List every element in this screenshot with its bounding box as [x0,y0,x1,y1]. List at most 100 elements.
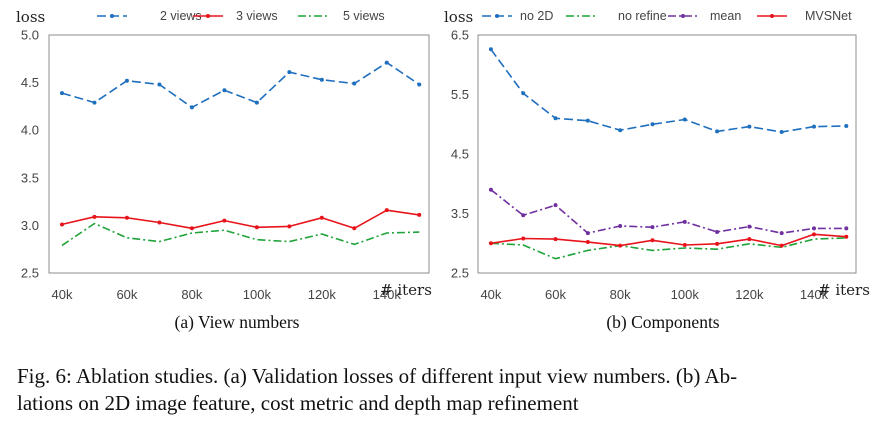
series-mean-point [682,219,687,224]
legend-label: 5 views [343,9,385,23]
series-3-views-point [59,222,64,227]
y-tick-label: 2.5 [21,266,39,281]
series-2-views-point [124,78,129,83]
series-mean-point [618,223,623,228]
series-2-views-point [92,100,97,105]
series-3-views-point [157,220,162,225]
series-mvsnet-point [682,243,687,248]
series-mean-point [585,231,590,236]
series-3-views-line [61,209,420,230]
legend-label: 2 views [160,9,202,23]
series-3-views-point [222,218,227,223]
series-2-views-point [417,82,422,87]
y-tick-label: 2.5 [451,266,469,281]
series-no-2d-point [812,124,816,129]
x-tick-label: 120k [308,287,337,302]
series-mvsnet-point [747,237,752,242]
series-mean-point [779,231,784,236]
x-tick-label: 80k [181,287,202,302]
y-tick-label: 3.5 [21,170,39,185]
legend-label: MVSNet [805,9,852,23]
series-no-2d-point [650,122,655,127]
series-no-2d-point [747,124,752,129]
series-mvsnet-point [618,243,623,248]
caption-line-2: lations on 2D image feature, cost metric… [17,391,579,415]
series-no-refine-line [490,237,847,260]
series-3-views-point [287,224,292,229]
legend-marker [206,14,210,18]
y-tick-label: 3.0 [21,218,39,233]
legend-label: no 2D [520,9,553,23]
y-axis-label: loss [16,8,45,26]
series-3-views-point [189,226,194,231]
y-tick-label: 3.5 [451,206,469,221]
series-no-2d-point [715,129,720,134]
series-mvsnet-point [812,232,816,237]
series-mvsnet-point [650,238,655,243]
y-tick-label: 6.5 [451,28,469,43]
series-mvsnet-point [553,237,558,242]
series-2-views-point [59,91,64,96]
y-tick-label: 4.5 [451,147,469,162]
x-tick-label: 140k [373,287,402,302]
x-tick-label: 60k [545,287,566,302]
series-3-views-point [254,225,259,230]
x-tick-label: 140k [800,287,829,302]
series-no-2d-point [779,129,784,134]
legend-marker [770,14,774,18]
series-mvsnet-point [488,241,493,246]
series-3-views-point [352,226,357,231]
plot-area-border [477,34,857,274]
series-mvsnet-point [585,240,590,245]
series-mvsnet-point [779,243,784,248]
x-tick-label: 40k [52,287,73,302]
series-3-views-point [92,214,97,219]
y-axis-label: loss [444,8,473,26]
y-tick-label: 4.0 [21,123,39,138]
figure-caption: Fig. 6: Ablation studies. (a) Validation… [17,363,879,417]
series-2-views-point [157,82,162,87]
series-mean-point [715,229,720,234]
series-3-views-point [124,215,129,220]
chart-view-numbers: 2.5 3.0 3.5 4.0 4.5 5.0 40k 60k 80k 100k 120k 140k l… [16,8,432,332]
plot-area-border [48,34,430,274]
y-tick-label: 5.5 [451,87,469,102]
series-2-views-point [319,77,324,82]
legend-marker [495,14,499,18]
series-mean-point [650,225,655,230]
series-mean-point [553,203,558,208]
series-2-views-point [352,81,357,86]
series-2-views-point [384,60,389,65]
series-mean-point [521,213,526,218]
legend-label: no refine [618,9,667,23]
chart-subtitle: (a) View numbers [175,312,300,332]
series-3-views-point [319,215,324,220]
legend-label: 3 views [236,9,278,23]
series-mvsnet-point [521,236,526,241]
x-tick-label: 100k [243,287,272,302]
y-tick-label: 4.5 [21,75,39,90]
series-2-views-point [222,88,227,93]
x-tick-label: 60k [116,287,137,302]
series-no-2d-point [488,47,493,52]
x-axis-label: # iters [818,281,870,299]
series-mean-point [844,226,849,231]
x-tick-label: 100k [671,287,700,302]
series-no-2d-point [585,118,590,123]
series-2-views-point [189,105,194,110]
series-no-2d-point [521,91,526,96]
caption-line-1: Fig. 6: Ablation studies. (a) Validation… [17,364,738,388]
series-mean-point [747,224,752,229]
series-3-views-point [417,212,422,217]
series-mvsnet-point [715,241,720,246]
series-mvsnet-point [844,234,849,239]
series-no-2d-line [490,48,847,133]
series-no-2d-point [682,117,687,122]
chart-subtitle: (b) Components [606,312,719,332]
series-mean-point [812,226,816,231]
y-tick-label: 5.0 [21,28,39,43]
series-2-views-line [61,61,420,109]
series-5-views-line [61,222,420,247]
series-mean-line [490,189,847,234]
